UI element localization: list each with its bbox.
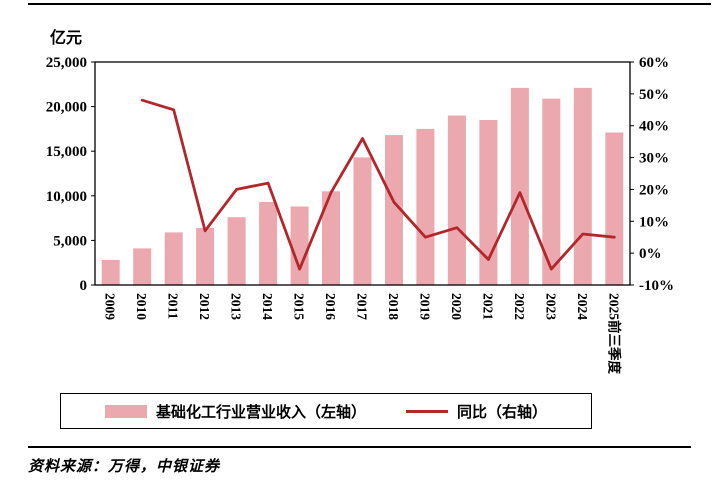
bar-2022 xyxy=(510,87,529,286)
x-axis-label: 2017 xyxy=(355,293,370,320)
x-axis-label: 2014 xyxy=(260,293,275,320)
right-tick-label: 10% xyxy=(639,214,669,230)
x-axis-label: 2025前三季度 xyxy=(606,293,622,374)
bar-2019 xyxy=(416,128,435,285)
x-axis-label: 2010 xyxy=(134,293,149,320)
x-axis-label: 2013 xyxy=(229,293,244,320)
x-axis-label: 2020 xyxy=(449,293,464,320)
x-axis-label: 2018 xyxy=(386,293,401,320)
x-axis-label: 2023 xyxy=(543,293,558,320)
x-axis-label: 2022 xyxy=(512,293,527,320)
bar-2011 xyxy=(164,232,183,285)
source-note: 资料来源：万得，中银证券 xyxy=(28,459,221,475)
bar-2020 xyxy=(447,115,466,285)
bar-2014 xyxy=(259,202,278,285)
bar-series-swatch xyxy=(104,404,147,418)
plot-border xyxy=(94,61,631,286)
x-axis-label: 2012 xyxy=(197,293,212,320)
right-tick-label: 20% xyxy=(639,182,669,198)
x-axis-label: 2019 xyxy=(417,293,432,320)
legend-item-yoy: 同比（右轴） xyxy=(406,401,547,422)
bar-2016 xyxy=(322,191,340,285)
x-axis-label: 2009 xyxy=(103,293,118,320)
x-axis-label: 2021 xyxy=(480,293,495,320)
left-tick-label: 20,000 xyxy=(46,100,87,116)
right-tick-label: 30% xyxy=(639,151,669,167)
right-tick-label: 40% xyxy=(639,119,669,135)
x-axis-label: 2011 xyxy=(166,293,181,320)
left-tick-label: 10,000 xyxy=(46,189,87,205)
bar-2025前三季度 xyxy=(605,132,624,285)
left-tick-label: 25,000 xyxy=(46,55,87,71)
bar-2009 xyxy=(101,260,120,285)
left-tick-label: 5,000 xyxy=(53,233,87,249)
chart-legend: 基础化工行业营业收入（左轴） 同比（右轴） xyxy=(60,393,592,429)
x-axis-label: 2015 xyxy=(292,293,307,320)
right-tick-label: 60% xyxy=(639,55,669,71)
bar-2015 xyxy=(290,206,309,285)
bar-2013 xyxy=(227,217,246,285)
left-tick-label: 15,000 xyxy=(46,144,87,160)
bar-2017 xyxy=(353,157,372,285)
legend-label-yoy: 同比（右轴） xyxy=(457,404,548,421)
footer-divider xyxy=(28,446,691,448)
line-series-swatch xyxy=(406,409,448,413)
left-axis-unit-label: 亿元 xyxy=(50,30,83,47)
x-axis-label: 2016 xyxy=(323,293,338,320)
x-axis-label: 2024 xyxy=(575,293,590,320)
right-tick-label: 50% xyxy=(639,87,669,103)
right-tick-label: 0% xyxy=(639,246,662,262)
yoy-line xyxy=(140,98,616,271)
bar-2012 xyxy=(196,227,215,285)
bar-line-chart: 25,000 20,000 15,000 10,000 5,000 0 60% 50% 40% 3… xyxy=(46,55,674,374)
bar-2018 xyxy=(385,135,403,285)
legend-label-revenue: 基础化工行业营业收入（左轴） xyxy=(155,404,366,421)
left-tick-label: 0 xyxy=(80,278,88,294)
right-tick-label: -10% xyxy=(639,278,674,294)
bar-2010 xyxy=(133,248,152,285)
top-divider xyxy=(28,3,711,5)
bar-2021 xyxy=(479,120,498,285)
legend-item-revenue: 基础化工行业营业收入（左轴） xyxy=(104,401,366,422)
bar-2023 xyxy=(542,98,561,285)
bar-2024 xyxy=(573,87,592,286)
